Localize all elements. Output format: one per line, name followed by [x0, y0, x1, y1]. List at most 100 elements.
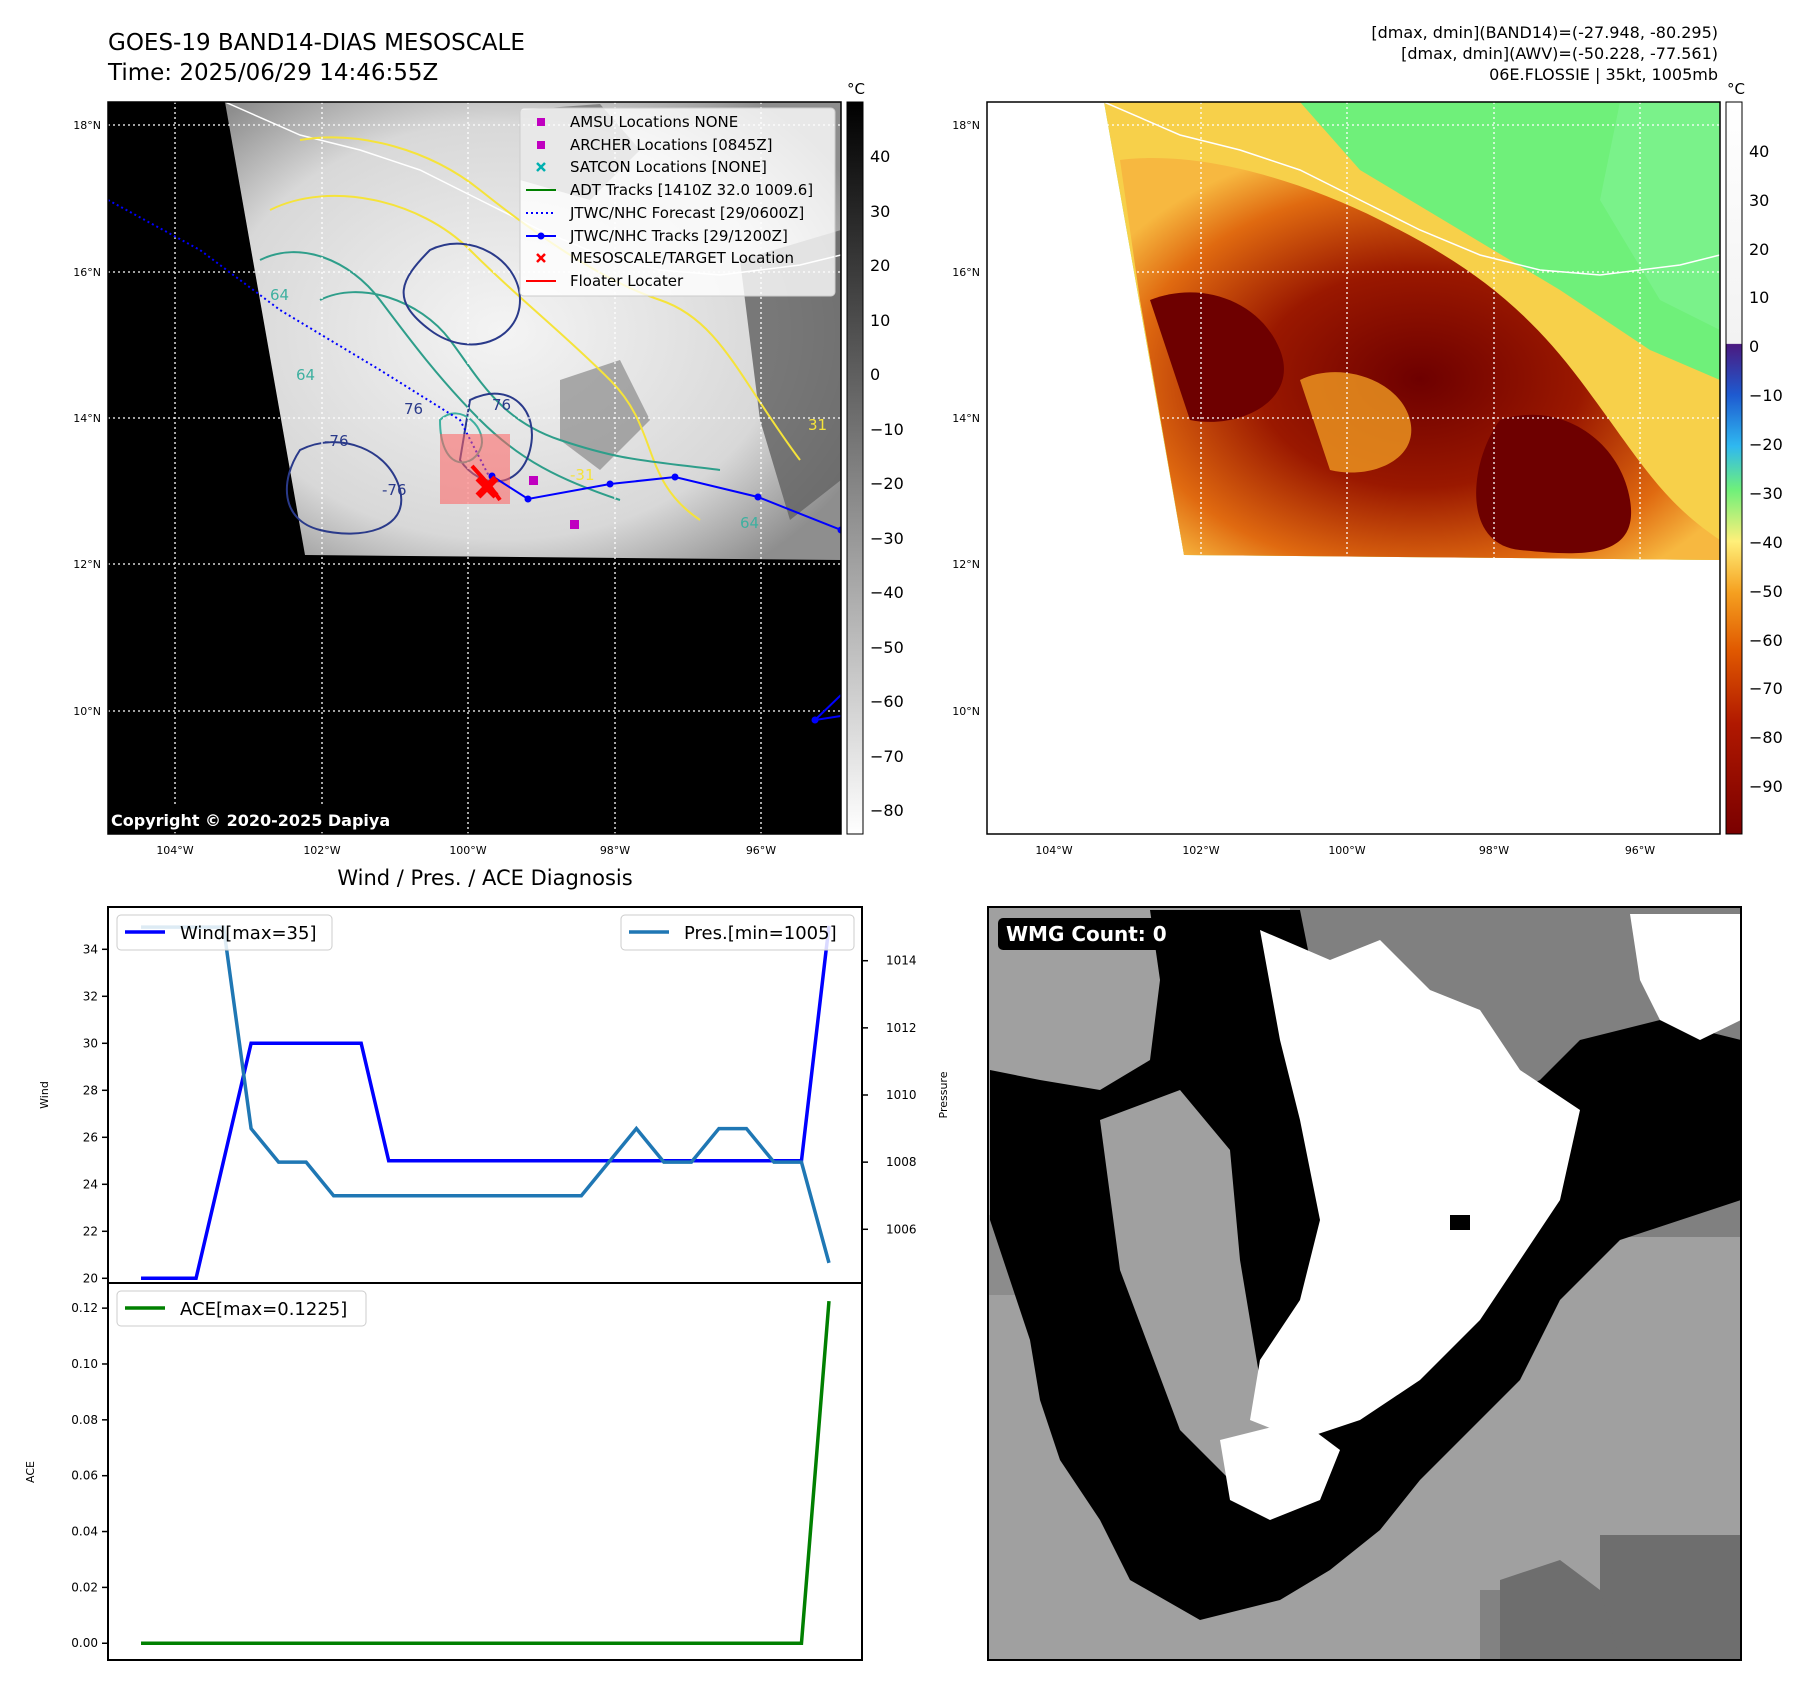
info-line-2: [dmax, dmin](AWV)=(-50.228, -77.561) — [1401, 44, 1718, 63]
color-colorbar — [1725, 101, 1743, 835]
y-tick-label: 1010 — [886, 1088, 917, 1102]
colorbar-tick: −30 — [870, 529, 904, 548]
lon-label: 98°W — [600, 844, 630, 857]
lon-label: 102°W — [1182, 844, 1219, 857]
y-tick-label: 26 — [83, 1130, 98, 1144]
legend-label: JTWC/NHC Forecast [29/0600Z] — [569, 204, 804, 222]
info-line-3: 06E.FLOSSIE | 35kt, 1005mb — [1489, 65, 1718, 84]
lat-label: 12°N — [952, 558, 980, 571]
colorbar-tick: 30 — [870, 202, 890, 221]
colorbar-tick: 0 — [870, 365, 880, 384]
lat-label: 12°N — [73, 558, 101, 571]
lat-label: 18°N — [73, 119, 101, 132]
info-line-1: [dmax, dmin](BAND14)=(-27.948, -80.295) — [1371, 23, 1718, 42]
y-tick-label: 34 — [83, 942, 98, 956]
colorbar-tick: −50 — [1749, 582, 1783, 601]
pressure-series-line — [141, 925, 831, 1264]
floater-locater — [470, 464, 502, 502]
lon-label: 96°W — [1625, 844, 1655, 857]
colorbar-tick: −70 — [1749, 679, 1783, 698]
ace-axis-ticks: 0.00 0.02 0.04 0.06 0.08 0.10 0.12 — [71, 1301, 108, 1650]
legend-square-marker — [537, 118, 545, 126]
legend-label: ARCHER Locations [0845Z] — [570, 136, 773, 154]
lon-label: 100°W — [449, 844, 486, 857]
lon-label: 104°W — [1035, 844, 1072, 857]
wind-axis-ticks: 20 22 24 26 28 30 32 34 — [83, 942, 108, 1285]
title-line-2: Time: 2025/06/29 14:46:55Z — [107, 60, 438, 86]
lat-label: 10°N — [73, 705, 101, 718]
colorbar-tick: −60 — [1749, 631, 1783, 650]
wind-series-line — [141, 925, 831, 1281]
y-tick-label: 30 — [83, 1036, 98, 1050]
lat-label: 14°N — [73, 412, 101, 425]
contour-label: 76 — [404, 400, 423, 418]
map-legend: AMSU Locations NONE ARCHER Locations [08… — [519, 107, 836, 297]
lat-label: 16°N — [73, 266, 101, 279]
best-track — [491, 475, 841, 531]
colorbar-tick: −80 — [1749, 728, 1783, 747]
ace-legend: ACE[max=0.1225] — [116, 1290, 367, 1327]
pressure-legend: Pres.[min=1005] — [620, 914, 855, 951]
colorbar-tick: 10 — [1749, 288, 1769, 307]
title-line-1: GOES-19 BAND14-DIAS MESOSCALE — [108, 30, 525, 56]
colorbar-tick: −40 — [870, 583, 904, 602]
y-tick-label: 0.06 — [71, 1469, 98, 1483]
lon-label: 104°W — [156, 844, 193, 857]
contour-label: 31 — [808, 416, 827, 434]
colorbar-tick: 30 — [1749, 191, 1769, 210]
legend-label: JTWC/NHC Tracks [29/1200Z] — [569, 227, 788, 245]
wmg-panel — [988, 907, 1741, 1660]
wind-axis-label: Wind — [38, 1081, 51, 1109]
y-tick-label: 0.12 — [71, 1301, 98, 1315]
ace-legend-label: ACE[max=0.1225] — [180, 1299, 347, 1320]
colorbar-tick: 0 — [1749, 337, 1759, 356]
y-tick-label: 0.08 — [71, 1413, 98, 1427]
colorbar-tick: −40 — [1749, 533, 1783, 552]
pressure-axis-ticks: 1006 1008 1010 1012 1014 — [862, 954, 917, 1236]
ace-axes — [107, 1282, 863, 1661]
colorbar-unit: °C — [847, 80, 865, 98]
y-tick-label: 0.04 — [71, 1525, 98, 1539]
y-tick-label: 32 — [83, 989, 98, 1003]
lon-label: 96°W — [746, 844, 776, 857]
y-tick-label: 24 — [83, 1177, 98, 1191]
colorbar-tick: −90 — [1749, 777, 1783, 796]
lon-label: 98°W — [1479, 844, 1509, 857]
contour-label: 64 — [270, 286, 289, 304]
wind-pres-axes — [107, 906, 863, 1284]
contour-label: 76 — [492, 396, 511, 414]
gray-colorbar — [846, 101, 864, 835]
y-tick-label: 0.10 — [71, 1357, 98, 1371]
legend-label: AMSU Locations NONE — [570, 113, 738, 131]
colorbar-tick: 20 — [1749, 240, 1769, 259]
lon-label: 102°W — [303, 844, 340, 857]
wind-legend-label: Wind[max=35] — [180, 923, 317, 944]
y-tick-label: 0.02 — [71, 1580, 98, 1594]
y-tick-label: 1006 — [886, 1222, 917, 1236]
ace-series-line — [141, 1301, 831, 1645]
contour-label: -76 — [324, 432, 349, 450]
y-tick-label: 22 — [83, 1224, 98, 1238]
contour-label: 64 — [296, 366, 315, 384]
y-tick-label: 28 — [83, 1083, 98, 1097]
colorbar-tick: −70 — [870, 747, 904, 766]
lat-label: 14°N — [952, 412, 980, 425]
colorbar-tick: −10 — [1749, 386, 1783, 405]
contour-label: 64 — [740, 514, 759, 532]
archer-marker — [570, 520, 579, 529]
lat-label: 18°N — [952, 119, 980, 132]
colorbar-tick: 40 — [870, 147, 890, 166]
colorbar-tick: −30 — [1749, 484, 1783, 503]
colorbar-tick: 20 — [870, 256, 890, 275]
contour-label: -31 — [570, 466, 595, 484]
color-map-panel — [987, 102, 1720, 834]
legend-x-marker — [536, 253, 546, 263]
wmg-count-label: WMG Count: 0 — [1006, 922, 1167, 946]
y-tick-label: 1014 — [886, 954, 917, 968]
diagnosis-title: Wind / Pres. / ACE Diagnosis — [337, 866, 632, 890]
lon-label: 100°W — [1328, 844, 1365, 857]
colorbar-tick: 10 — [870, 311, 890, 330]
copyright-text: Copyright © 2020-2025 Dapiya — [111, 811, 390, 830]
y-tick-label: 1012 — [886, 1021, 917, 1035]
